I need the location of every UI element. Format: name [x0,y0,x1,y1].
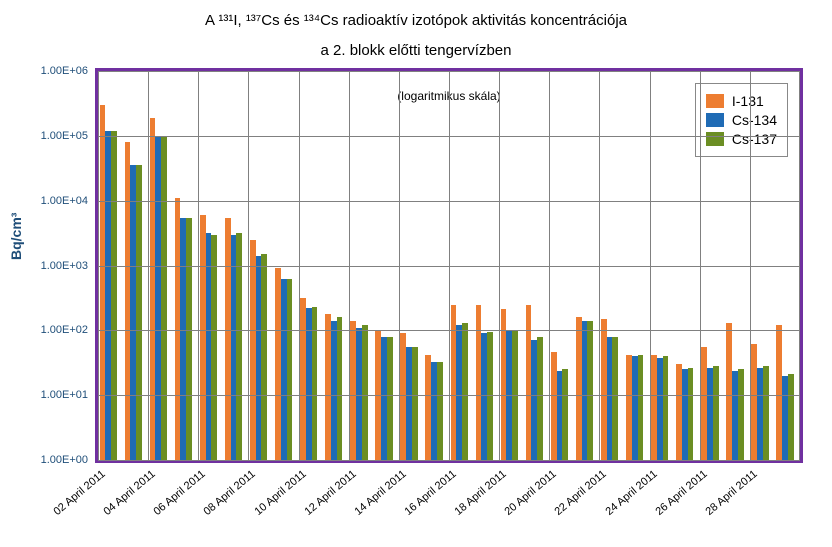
bar-Cs-137 [362,325,368,460]
bar-Cs-137 [287,279,293,460]
bar-Cs-137 [612,337,618,460]
bar-Cs-137 [261,254,267,460]
bar-Cs-137 [387,337,393,460]
legend-label: I-131 [732,93,764,109]
legend-item: I-131 [706,93,777,109]
bar-Cs-137 [111,131,117,460]
bar-Cs-137 [236,233,242,460]
page-root: A ¹³¹I, ¹³⁷Cs és ¹³⁴Cs radioaktív izotóp… [0,0,832,547]
bar-Cs-137 [663,356,669,460]
bar-Cs-137 [587,321,593,460]
legend-label: Cs-134 [732,112,777,128]
bar-Cs-137 [462,323,468,460]
legend-swatch [706,113,724,127]
plot-area: (logaritmikus skála) I-131Cs-134Cs-137 [95,68,803,463]
bar-Cs-137 [437,362,443,460]
y-tick-label: 1.00E+00 [18,454,88,466]
legend-swatch [706,132,724,146]
legend-item: Cs-134 [706,112,777,128]
legend-item: Cs-137 [706,131,777,147]
y-axis-label: Bq/cm³ [8,213,24,260]
bar-Cs-137 [412,347,418,460]
bar-Cs-137 [211,235,217,460]
bar-Cs-137 [562,369,568,460]
bar-Cs-137 [763,366,769,460]
y-tick-label: 1.00E+03 [18,260,88,272]
y-tick-label: 1.00E+01 [18,389,88,401]
bar-Cs-137 [136,165,142,460]
legend: I-131 Cs-134 Cs-137 [695,83,788,157]
y-tick-label: 1.00E+02 [18,324,88,336]
y-tick-label: 1.00E+05 [18,130,88,142]
bar-Cs-137 [788,374,794,460]
bar-Cs-137 [638,355,644,460]
bar-Cs-137 [537,337,543,460]
bar-Cs-137 [713,366,719,460]
chart-title-line2: a 2. blokk előtti tengervízben [0,42,832,59]
bar-Cs-137 [738,369,744,460]
bar-Cs-137 [161,137,167,460]
legend-label: Cs-137 [732,131,777,147]
legend-swatch [706,94,724,108]
bar-Cs-137 [186,218,192,461]
bar-Cs-137 [337,317,343,460]
bar-Cs-137 [688,368,694,460]
chart-title-line1: A ¹³¹I, ¹³⁷Cs és ¹³⁴Cs radioaktív izotóp… [0,12,832,29]
y-tick-label: 1.00E+04 [18,195,88,207]
y-tick-label: 1.00E+06 [18,65,88,77]
